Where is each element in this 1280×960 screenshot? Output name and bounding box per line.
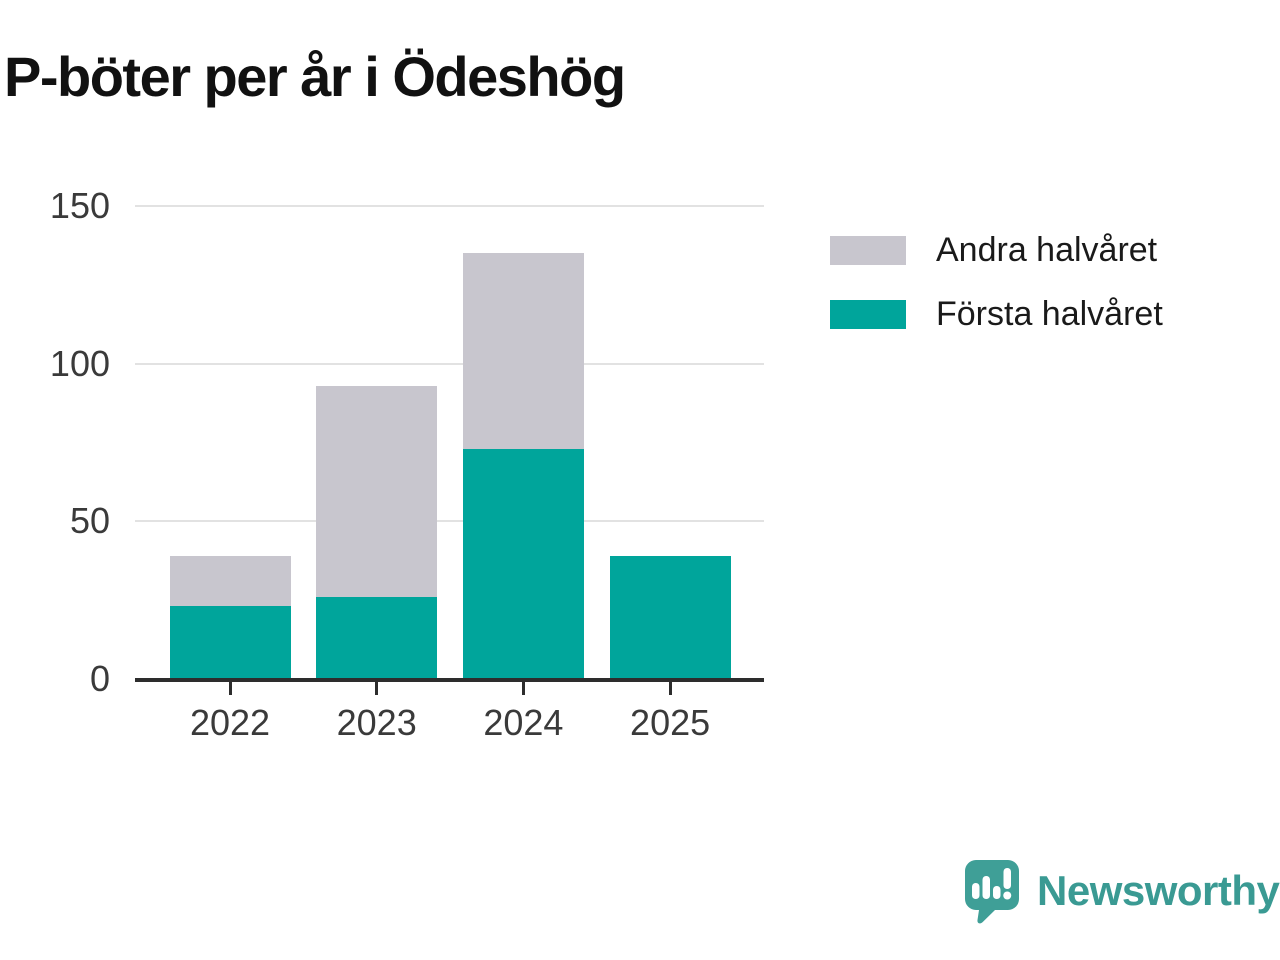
legend-swatch-forsta-halvaret [830,299,906,329]
y-axis-tick-label: 150 [49,185,110,226]
gridline-100 [135,362,764,365]
plot-area: 0 50 100 150 2022 2023 2024 2025 [50,188,764,741]
x-axis-tick-2023 [375,679,379,695]
x-axis-tick-2025 [668,679,672,695]
chart-title: P-böter per år i Ödeshög [4,45,626,108]
y-axis-tick-label: 0 [89,658,110,699]
gridline-150 [135,205,764,207]
x-axis-label-2022: 2022 [189,702,271,743]
y-axis-tick-label: 50 [69,500,110,542]
x-axis-line [135,678,764,682]
bar-2024-andra-halvaret [462,253,584,449]
x-axis-label-2024: 2024 [483,702,564,743]
x-axis-label-2023: 2023 [336,702,417,743]
x-axis-label-2025: 2025 [630,702,711,743]
legend-item-andra-halvaret: Andra halvåret [830,233,1163,267]
y-axis-tick-label: 100 [49,342,110,384]
gridline-50 [135,520,764,523]
legend-item-forsta-halvaret: Första halvåret [830,297,1163,331]
bar-2023-andra-halvaret [316,385,438,598]
newsworthy-logo-icon [965,860,1019,924]
bar-2022-forsta-halvaret [169,606,291,679]
bar-2024-forsta-halvaret [462,448,584,679]
bar-2025-forsta-halvaret [609,556,731,679]
brand-logo: Newsworthy [963,858,1280,924]
legend-swatch-andra-halvaret [830,235,906,265]
newsworthy-logo-text: Newsworthy [1037,867,1280,914]
legend: Andra halvåret Första halvåret [830,233,1163,331]
x-axis-tick-2024 [521,679,525,695]
bar-2023-forsta-halvaret [316,597,438,679]
legend-label: Andra halvåret [936,231,1158,269]
x-axis-tick-2022 [228,679,232,695]
bar-2022-andra-halvaret [169,556,291,607]
legend-label: Första halvåret [936,295,1163,333]
